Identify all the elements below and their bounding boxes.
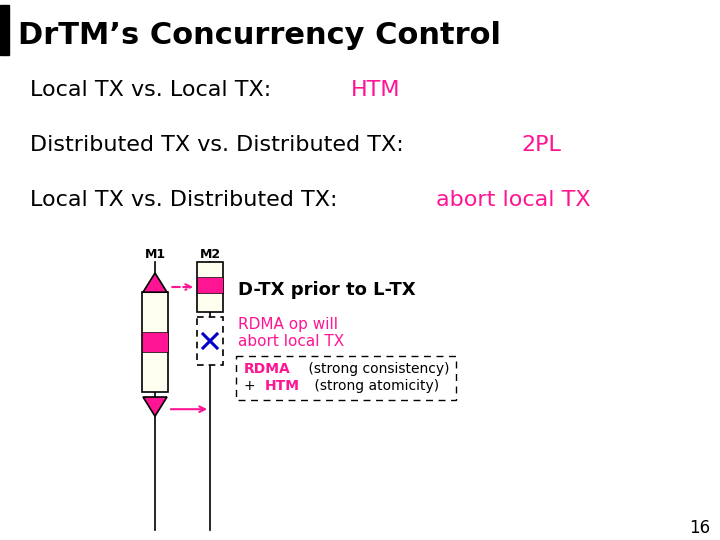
Text: M2: M2: [199, 248, 220, 261]
Text: RDMA op will: RDMA op will: [238, 318, 338, 333]
Text: Local TX vs. Distributed TX:: Local TX vs. Distributed TX:: [30, 190, 345, 210]
Text: M1: M1: [145, 248, 166, 261]
Text: HTM: HTM: [265, 379, 300, 393]
Bar: [0, 5, 9, 55]
Text: abort local TX: abort local TX: [436, 190, 590, 210]
Text: Local TX vs. Local TX:: Local TX vs. Local TX:: [30, 80, 279, 100]
Polygon shape: [143, 273, 167, 292]
Bar: [236, 356, 456, 400]
Bar: [142, 292, 168, 392]
Polygon shape: [143, 397, 167, 416]
Text: (strong atomicity): (strong atomicity): [310, 379, 439, 393]
Bar: [142, 332, 168, 352]
Text: D-TX prior to L-TX: D-TX prior to L-TX: [238, 281, 415, 299]
Text: DrTM’s Concurrency Control: DrTM’s Concurrency Control: [18, 22, 501, 51]
Bar: [197, 262, 223, 312]
Text: HTM: HTM: [351, 80, 400, 100]
Text: (strong consistency): (strong consistency): [305, 362, 450, 376]
Text: 2PL: 2PL: [521, 135, 562, 155]
Text: 16: 16: [690, 519, 711, 537]
Bar: [197, 277, 223, 293]
Bar: [197, 317, 223, 365]
Text: abort local TX: abort local TX: [238, 334, 344, 349]
Text: RDMA: RDMA: [244, 362, 291, 376]
Text: +: +: [244, 379, 260, 393]
Text: Distributed TX vs. Distributed TX:: Distributed TX vs. Distributed TX:: [30, 135, 411, 155]
